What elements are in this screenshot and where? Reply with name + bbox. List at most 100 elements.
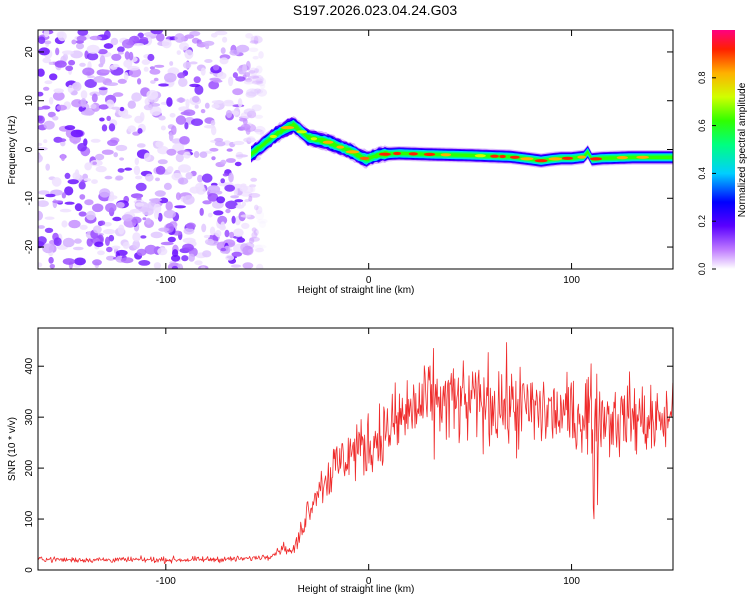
snr-series-line [38,342,673,564]
noise-blob [90,138,101,143]
noise-blob [141,59,151,65]
noise-blob [214,141,226,147]
noise-blob [167,81,175,86]
noise-blob [57,31,67,42]
noise-blob [105,202,117,213]
snr-frame [37,327,674,571]
spectrogram-signal-track [251,116,673,169]
x-tick-label: -100 [156,275,176,286]
noise-blob [65,65,74,72]
noise-blob [204,238,215,245]
noise-blob [258,51,264,59]
noise-blob [232,88,244,96]
noise-blob [195,182,205,191]
noise-blob [38,262,43,268]
noise-blob [162,39,172,49]
noise-blob [42,243,55,254]
noise-blob [139,37,149,42]
noise-blob [133,165,141,176]
noise-blob [64,172,71,179]
noise-blob [212,79,223,83]
noise-blob [79,62,86,67]
noise-blob [182,195,195,205]
noise-blob [214,30,228,36]
noise-blob [253,229,259,236]
noise-blob [242,245,254,256]
noise-blob [43,120,55,130]
noise-blob [236,237,246,243]
noise-blob [137,127,143,134]
noise-blob [115,175,124,181]
noise-blob [251,231,258,239]
spectrogram-x-ticks: -100 0 100 [156,30,580,286]
noise-blob [103,228,116,235]
signal-peak [474,154,486,158]
noise-blob [180,111,191,116]
noise-blob [99,55,106,66]
noise-blob [248,70,256,74]
noise-blob [252,74,264,85]
noise-blob [243,108,256,115]
colorbar-ticks: 0.0 0.2 0.4 0.6 0.8 [697,72,716,275]
noise-blob [250,177,258,182]
noise-blob [103,222,112,227]
signal-peak [561,156,574,160]
noise-blob [254,125,266,135]
noise-blob [248,195,253,202]
noise-blob [38,236,47,245]
noise-blob [193,76,201,84]
signal-peak [589,157,603,161]
noise-blob [163,209,176,219]
noise-blob [123,72,129,81]
noise-blob [220,247,227,252]
y-tick-label: 0 [24,146,35,152]
noise-blob [207,212,213,218]
noise-blob [62,237,75,248]
noise-blob [149,198,162,202]
noise-blob [254,244,267,249]
noise-blob [203,124,216,129]
noise-blob [132,240,140,250]
noise-blob [140,235,147,239]
noise-blob [233,228,244,237]
noise-blob [136,143,146,148]
noise-blob [245,91,257,98]
noise-blob [77,142,87,152]
noise-blob [81,110,94,116]
noise-blob [54,60,67,68]
noise-blob [52,91,65,101]
noise-blob [101,124,108,132]
noise-blob [144,97,150,106]
signal-peak [280,126,295,130]
noise-blob [259,220,267,228]
noise-blob [250,76,261,83]
noise-blob [211,103,220,109]
noise-blob [202,250,212,258]
noise-blob [64,186,74,196]
y-tick-label: 300 [24,408,35,425]
noise-blob [199,207,204,216]
noise-blob [91,179,98,185]
noise-blob [120,257,134,264]
noise-blob [144,244,158,255]
noise-blob [153,77,159,82]
noise-blob [202,200,212,205]
noise-blob [253,204,259,211]
noise-blob [64,201,75,205]
noise-blob [55,47,60,56]
y-tick-label: 100 [24,510,35,527]
noise-blob [123,59,133,68]
noise-blob [185,222,196,230]
noise-blob [193,151,200,158]
signal-peak [520,157,534,161]
noise-blob [243,80,254,85]
noise-blob [184,49,194,60]
spectrogram-y-axis-label: Frequency (Hz) [7,116,18,185]
noise-blob [182,61,192,69]
noise-blob [132,232,141,242]
noise-blob [204,102,210,109]
noise-blob [71,39,77,45]
noise-blob [185,98,190,109]
noise-blob [232,72,238,79]
noise-blob [207,192,219,202]
